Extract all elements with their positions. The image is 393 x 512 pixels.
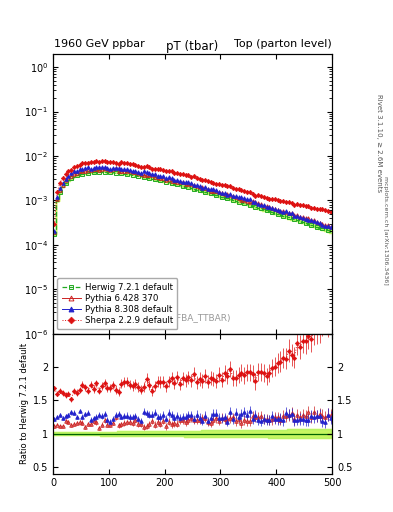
- Text: (MC_FBA_TTBAR): (MC_FBA_TTBAR): [154, 313, 231, 323]
- Text: Rivet 3.1.10, ≥ 2.6M events: Rivet 3.1.10, ≥ 2.6M events: [376, 94, 382, 193]
- Text: 1960 GeV ppbar: 1960 GeV ppbar: [54, 38, 145, 49]
- Title: pT (tbar): pT (tbar): [167, 39, 219, 53]
- Legend: Herwig 7.2.1 default, Pythia 6.428 370, Pythia 8.308 default, Sherpa 2.2.9 defau: Herwig 7.2.1 default, Pythia 6.428 370, …: [57, 279, 178, 329]
- Text: Top (parton level): Top (parton level): [233, 38, 331, 49]
- Y-axis label: Ratio to Herwig 7.2.1 default: Ratio to Herwig 7.2.1 default: [20, 343, 29, 464]
- Text: mcplots.cern.ch [arXiv:1306.3436]: mcplots.cern.ch [arXiv:1306.3436]: [383, 176, 387, 285]
